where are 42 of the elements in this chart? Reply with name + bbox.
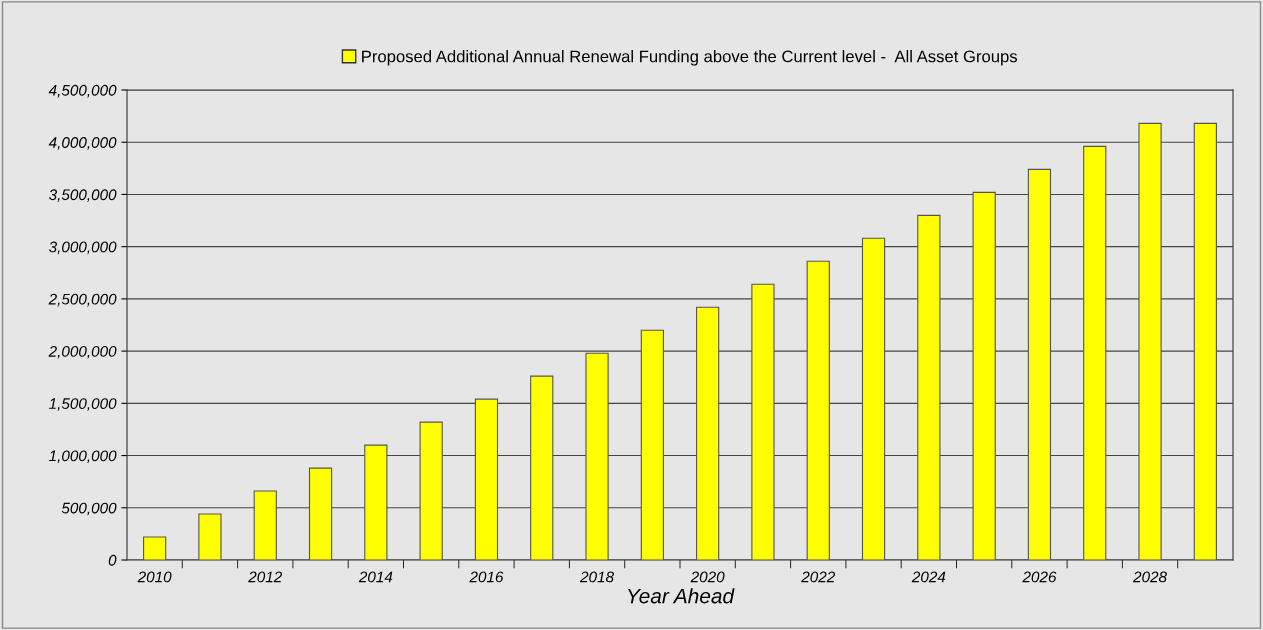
bar <box>1193 122 1217 560</box>
y-tick-label: 2,500,000 <box>48 293 117 307</box>
bar <box>530 375 554 560</box>
y-tick-label: 3,000,000 <box>48 241 117 255</box>
x-tick-label: 2010 <box>137 571 172 583</box>
bar <box>972 191 996 560</box>
bar <box>308 467 333 560</box>
y-tick-label: 500,000 <box>61 502 117 516</box>
x-tick-label: 2016 <box>469 571 504 583</box>
x-tick-label: 2026 <box>1022 571 1057 583</box>
bar <box>474 398 499 560</box>
x-tick-label: 2020 <box>690 571 725 583</box>
bar <box>1027 168 1052 560</box>
x-tick-label: 2024 <box>911 571 946 583</box>
bar <box>198 513 222 560</box>
bar <box>861 237 886 560</box>
legend-label: Proposed Additional Annual Renewal Funding above the Current level - All Asset Groups <box>362 50 1018 66</box>
bar <box>917 214 941 560</box>
bar <box>640 329 664 560</box>
y-tick-label: 1,500,000 <box>49 398 117 411</box>
bar <box>364 444 388 560</box>
x-axis-title: Year Ahead <box>628 588 735 604</box>
bar <box>143 536 167 560</box>
bar <box>419 421 443 560</box>
bar <box>1138 122 1162 560</box>
y-tick-label: 1,000,000 <box>49 450 117 464</box>
y-tick-label: 2,000,000 <box>48 345 117 359</box>
x-tick-label: 2012 <box>248 571 283 583</box>
bar <box>751 283 775 560</box>
bar <box>585 352 609 560</box>
bar <box>253 490 277 560</box>
bar <box>1083 145 1107 560</box>
y-tick-label: 0 <box>108 554 117 566</box>
x-tick-label: 2022 <box>801 571 836 583</box>
x-tick-label: 2018 <box>579 571 614 583</box>
x-tick-label: 2014 <box>358 571 393 583</box>
y-tick-label: 4,500,000 <box>48 84 117 98</box>
x-tick-label: 2028 <box>1132 571 1167 583</box>
bar <box>696 306 720 560</box>
bar <box>806 260 830 560</box>
y-tick-label: 3,500,000 <box>48 189 117 202</box>
y-tick-label: 4,000,000 <box>48 137 117 150</box>
